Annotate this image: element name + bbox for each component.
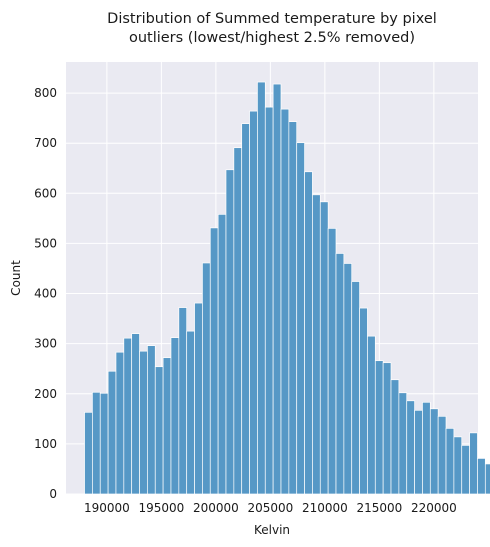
histogram-bar bbox=[147, 346, 155, 494]
histogram-bar bbox=[360, 308, 368, 494]
x-tick-label: 215000 bbox=[356, 501, 402, 515]
histogram-bar bbox=[485, 464, 490, 494]
histogram-bar bbox=[297, 143, 305, 494]
x-tick-label: 195000 bbox=[138, 501, 184, 515]
histogram-bar bbox=[195, 303, 203, 494]
histogram-bar bbox=[210, 228, 218, 494]
histogram-bar bbox=[422, 402, 430, 494]
histogram-bar bbox=[257, 82, 265, 494]
histogram-bar bbox=[155, 367, 163, 494]
histogram-bar bbox=[289, 122, 297, 494]
histogram-bar bbox=[163, 358, 171, 494]
y-tick-label: 700 bbox=[34, 136, 57, 150]
x-tick-label: 220000 bbox=[411, 501, 457, 515]
histogram-bar bbox=[454, 437, 462, 494]
y-tick-label: 200 bbox=[34, 387, 57, 401]
histogram-bar bbox=[336, 253, 344, 494]
chart-title-line2: outliers (lowest/highest 2.5% removed) bbox=[129, 30, 415, 46]
x-tick-label: 200000 bbox=[193, 501, 239, 515]
histogram-bar bbox=[226, 170, 234, 494]
histogram-bar bbox=[391, 380, 399, 494]
histogram-bar bbox=[242, 124, 250, 494]
histogram-bar bbox=[305, 172, 313, 494]
histogram-bar bbox=[92, 392, 100, 494]
y-tick-label: 600 bbox=[34, 186, 57, 200]
histogram-bar bbox=[85, 412, 93, 494]
histogram-bar bbox=[234, 148, 242, 494]
histogram-bar bbox=[446, 428, 454, 494]
histogram-bar bbox=[415, 410, 423, 494]
histogram-bar bbox=[375, 361, 383, 494]
histogram-bar bbox=[438, 416, 446, 494]
histogram-bar bbox=[320, 202, 328, 494]
y-tick-label: 300 bbox=[34, 337, 57, 351]
histogram-bar bbox=[312, 195, 320, 494]
histogram-bar bbox=[124, 338, 132, 494]
histogram-bar bbox=[132, 334, 140, 494]
histogram-bar bbox=[250, 111, 258, 494]
histogram-bar bbox=[367, 336, 375, 494]
histogram-bar bbox=[171, 338, 179, 494]
chart-title-line1: Distribution of Summed temperature by pi… bbox=[107, 11, 437, 27]
histogram-bar bbox=[430, 409, 438, 494]
histogram-bar bbox=[328, 228, 336, 494]
y-tick-label: 0 bbox=[49, 487, 57, 501]
x-tick-label: 210000 bbox=[302, 501, 348, 515]
histogram-bar bbox=[108, 371, 116, 494]
histogram-bar bbox=[462, 445, 470, 494]
histogram-bar bbox=[352, 282, 360, 494]
histogram-bar bbox=[383, 363, 391, 494]
histogram-bar bbox=[187, 331, 195, 494]
histogram-bar bbox=[407, 401, 415, 494]
x-tick-label: 205000 bbox=[247, 501, 293, 515]
histogram-bar bbox=[179, 308, 187, 494]
histogram-bar bbox=[265, 107, 273, 494]
y-axis-label: Count bbox=[9, 260, 23, 296]
histogram-bar bbox=[218, 214, 226, 494]
histogram-bar bbox=[116, 352, 124, 494]
y-tick-label: 500 bbox=[34, 236, 57, 250]
histogram-bar bbox=[273, 84, 281, 494]
y-tick-label: 800 bbox=[34, 86, 57, 100]
histogram-bar bbox=[140, 351, 148, 494]
histogram-bar bbox=[470, 433, 478, 494]
y-tick-labels: 0 100 200 300 400 500 600 700 800 bbox=[34, 86, 57, 501]
histogram-bar bbox=[344, 263, 352, 494]
x-axis-label: Kelvin bbox=[254, 523, 290, 537]
histogram-bar bbox=[100, 393, 108, 494]
y-tick-label: 100 bbox=[34, 437, 57, 451]
histogram-bar bbox=[281, 109, 289, 494]
histogram-bar bbox=[399, 393, 407, 494]
histogram-bar bbox=[477, 458, 485, 494]
histogram-bar bbox=[202, 263, 210, 494]
x-tick-label: 190000 bbox=[84, 501, 130, 515]
x-tick-labels: 190000 195000 200000 205000 210000 215000 2200… bbox=[84, 501, 457, 515]
y-tick-label: 400 bbox=[34, 287, 57, 301]
